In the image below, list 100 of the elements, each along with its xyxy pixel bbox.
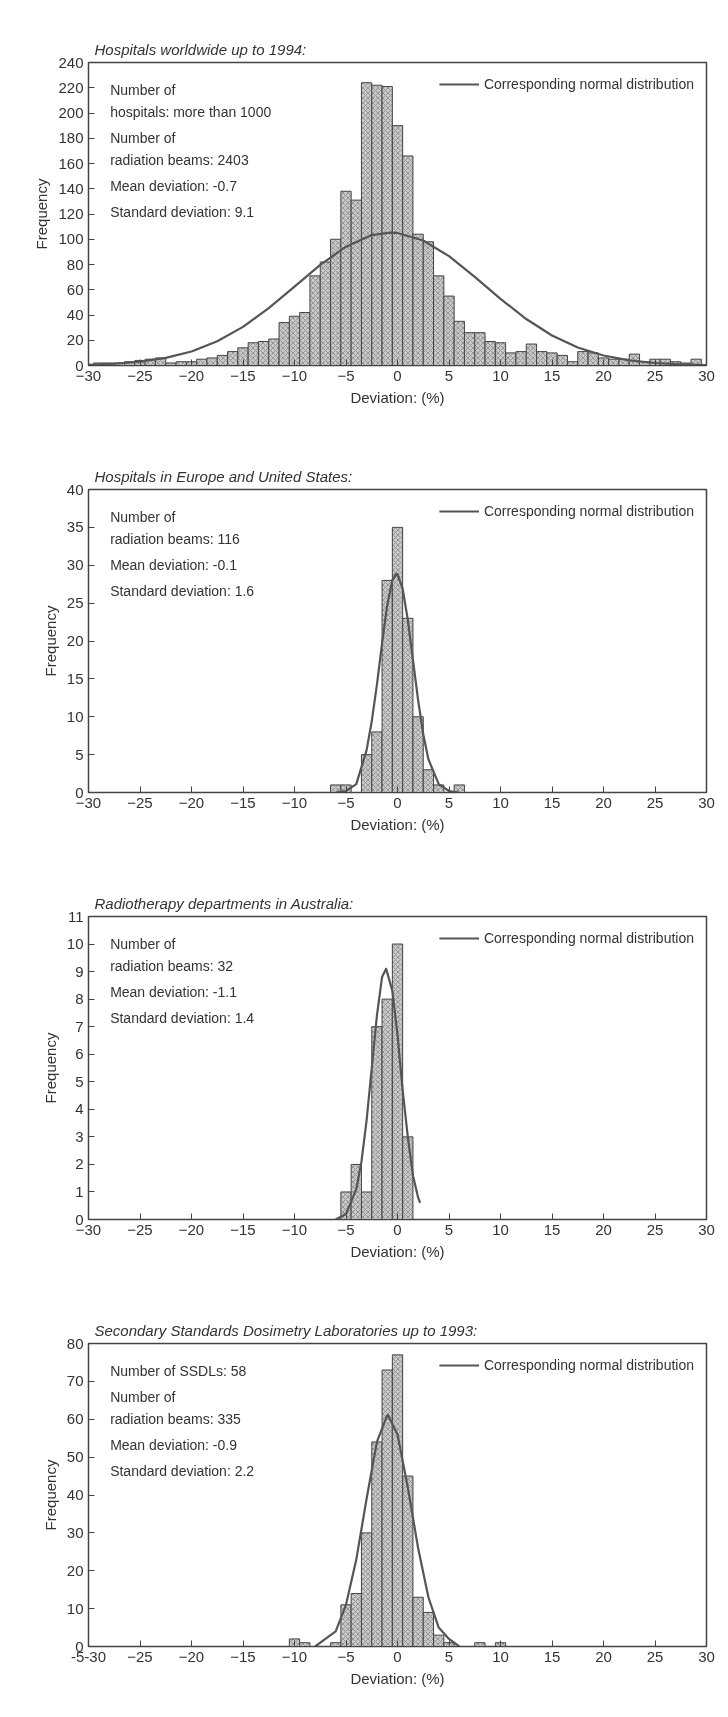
y-tick-label: 20 (66, 331, 84, 349)
x-tick-label: −15 (230, 366, 256, 384)
y-tick-label: 1 (75, 1182, 84, 1200)
line-series (314, 1414, 461, 1647)
y-tick-label: 240 (58, 53, 84, 71)
x-tick-label: 25 (646, 1647, 664, 1665)
y-tick-label: 10 (66, 935, 84, 953)
annotation: Standard deviation: 1.4 (110, 1009, 255, 1026)
y-tick-label: 4 (75, 1100, 84, 1118)
x-tick-label: −15 (230, 793, 256, 811)
y-tick-label: 5 (75, 745, 84, 763)
y-axis-title: Frequency (33, 178, 51, 250)
y-tick-label: 80 (66, 255, 84, 273)
x-tick-label: −5 (337, 1220, 355, 1238)
x-tick-label: 0 (393, 366, 402, 384)
y-tick-label: 80 (66, 1334, 84, 1352)
x-tick-label: −5 (337, 366, 355, 384)
x-tick-label: 0 (393, 793, 402, 811)
y-tick-label: 11 (67, 907, 84, 925)
y-tick-label: 10 (66, 707, 84, 725)
y-tick-label: 200 (58, 104, 84, 121)
x-tick-label: 15 (543, 1220, 561, 1238)
x-tick-label: −15 (230, 1220, 256, 1238)
annotation: Number of SSDLs: 58 (110, 1362, 247, 1379)
annotation: Number of radiation beams: 2403 (110, 129, 249, 168)
y-tick-label: 40 (66, 480, 84, 498)
y-tick-label: 15 (66, 669, 84, 687)
x-tick-label: 10 (492, 1647, 509, 1665)
x-tick-label: −20 (178, 1647, 205, 1665)
y-tick-label: 25 (66, 594, 84, 612)
annotation: Number of radiation beams: 32 (110, 935, 234, 974)
x-tick-label: 15 (543, 1647, 561, 1665)
y-tick-label: 30 (66, 1523, 84, 1541)
y-tick-label: 140 (58, 179, 84, 197)
x-tick-label: −20 (178, 793, 205, 811)
x-tick-label: 20 (595, 793, 612, 811)
chart-title: Hospitals in Europe and United States: (94, 467, 353, 485)
y-tick-label: 10 (66, 1599, 84, 1617)
legend-label: Corresponding normal distribution (483, 930, 694, 946)
y-tick-label: 160 (58, 154, 84, 172)
annotation: Mean deviation: -0.7 (110, 177, 238, 194)
x-tick-label: −25 (127, 1647, 153, 1665)
y-axis-title: Frequency (41, 1032, 59, 1104)
annotation: Mean deviation: -0.9 (110, 1436, 238, 1453)
y-tick-label: 3 (75, 1127, 84, 1145)
annotation: Mean deviation: -0.1 (110, 556, 238, 573)
y-tick-label: 20 (66, 632, 84, 649)
y-tick-label: 5 (75, 1072, 84, 1090)
line-series (334, 967, 422, 1220)
chart-title: Secondary Standards Dosimetry Laboratories up to 1993: (94, 1321, 478, 1339)
legend-label: Corresponding normal distribution (483, 76, 694, 92)
y-tick-label: 220 (58, 78, 84, 96)
y-axis-title: Frequency (41, 605, 59, 677)
x-axis-title: Deviation: (%) (350, 1242, 445, 1260)
x-tick-label: −10 (281, 366, 308, 384)
y-tick-label: 40 (66, 306, 84, 323)
annotation: Standard deviation: 1.6 (110, 582, 255, 599)
y-tick-label: 8 (75, 990, 84, 1008)
y-tick-label: 60 (66, 280, 84, 298)
y-tick-label: 40 (66, 1486, 84, 1503)
y-tick-label: 9 (75, 962, 84, 980)
x-tick-label: 25 (646, 366, 664, 384)
x-tick-label: 20 (595, 1220, 612, 1238)
x-tick-label: 15 (543, 366, 561, 384)
x-tick-label: 5 (444, 366, 454, 384)
x-tick-label: −10 (281, 1220, 308, 1238)
y-tick-label: 70 (66, 1372, 84, 1390)
annotation: Number of hospitals: more than 1000 (110, 81, 272, 120)
x-tick-label: 20 (595, 366, 612, 384)
x-axis-title: Deviation: (%) (350, 388, 445, 406)
y-tick-label: 60 (66, 1410, 84, 1428)
x-tick-label: −25 (127, 1220, 153, 1238)
x-tick-label: 30 (698, 1220, 715, 1238)
annotation: Number of radiation beams: 335 (110, 1388, 242, 1427)
y-tick-label: 30 (66, 556, 84, 574)
annotation: Mean deviation: -1.1 (110, 983, 238, 1000)
y-tick-label: 2 (75, 1155, 84, 1173)
x-tick-label: 5 (444, 1647, 454, 1665)
x-tick-label: 25 (646, 1220, 664, 1238)
y-tick-label: 100 (58, 230, 84, 248)
x-tick-label: 5 (444, 1220, 454, 1238)
x-tick-label: 30 (698, 366, 715, 384)
annotation: Number of radiation beams: 116 (110, 508, 241, 547)
x-tick-label: −25 (127, 366, 153, 384)
x-tick-label: 0 (393, 1647, 402, 1665)
x-tick-label: 10 (492, 1220, 509, 1238)
y-tick-label: 7 (75, 1017, 84, 1035)
x-tick-label: −15 (230, 1647, 256, 1665)
legend-label: Corresponding normal distribution (483, 1357, 694, 1373)
x-tick-label: 0 (393, 1220, 402, 1238)
annotation: Standard deviation: 9.1 (110, 203, 255, 220)
x-axis-title: Deviation: (%) (350, 815, 445, 833)
x-tick-label: 10 (492, 366, 509, 384)
x-tick-label: −5 (337, 1647, 355, 1665)
chart-title: Radiotherapy departments in Australia: (94, 894, 354, 912)
legend-label: Corresponding normal distribution (483, 503, 694, 519)
y-tick-label: 50 (66, 1448, 84, 1466)
x-tick-label: −20 (178, 1220, 205, 1238)
annotation: Standard deviation: 2.2 (110, 1463, 255, 1480)
x-tick-label: 30 (698, 793, 715, 811)
